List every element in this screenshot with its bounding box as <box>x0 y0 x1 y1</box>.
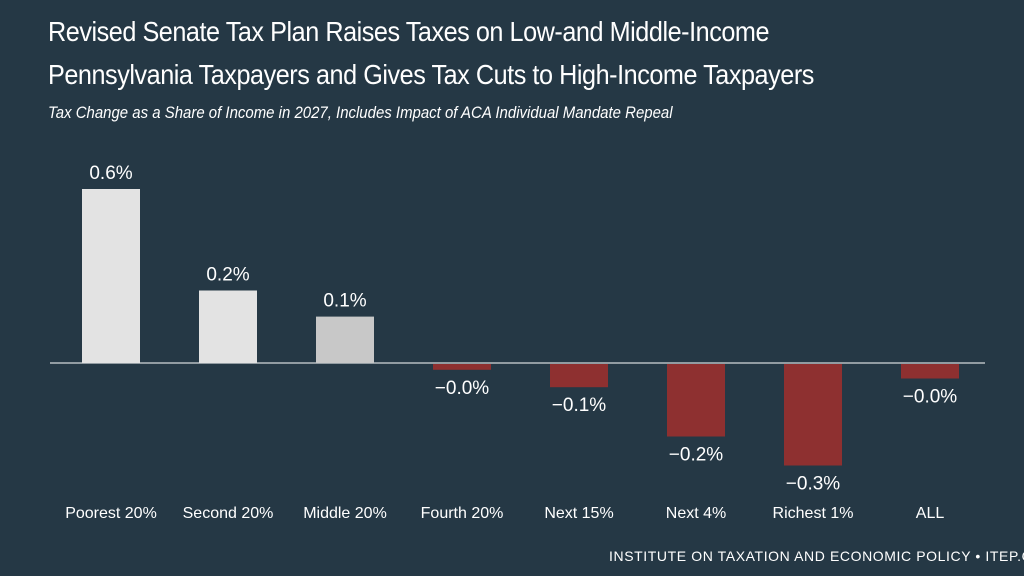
bar-value-label-7: −0.0% <box>903 387 958 408</box>
chart-title: Revised Senate Tax Plan Raises Taxes on … <box>48 10 894 96</box>
chart-subtitle: Tax Change as a Share of Income in 2027,… <box>48 103 673 122</box>
chart-title-line-1: Revised Senate Tax Plan Raises Taxes on … <box>48 16 770 47</box>
footer-credit: INSTITUTE ON TAXATION AND ECONOMIC POLIC… <box>609 548 1024 564</box>
bar-0 <box>82 189 140 363</box>
bar-value-label-0: 0.6% <box>89 163 132 184</box>
bar-value-label-1: 0.2% <box>206 265 249 286</box>
bar-5 <box>667 364 725 437</box>
bar-4 <box>550 364 608 388</box>
bar-value-label-3: −0.0% <box>435 378 490 399</box>
bar-value-label-2: 0.1% <box>323 291 366 312</box>
bar-7 <box>901 364 959 379</box>
category-label-6: Richest 1% <box>773 505 854 522</box>
category-label-2: Middle 20% <box>303 505 387 522</box>
bar-6 <box>784 364 842 466</box>
category-label-1: Second 20% <box>183 505 274 522</box>
bar-3 <box>433 364 491 370</box>
bar-2 <box>316 316 374 363</box>
bar-1 <box>199 290 257 363</box>
category-label-0: Poorest 20% <box>65 505 157 522</box>
bar-value-label-5: −0.2% <box>669 445 724 466</box>
chart-title-line-2: Pennsylvania Taxpayers and Gives Tax Cut… <box>48 59 814 90</box>
category-label-7: ALL <box>916 505 945 522</box>
category-label-3: Fourth 20% <box>421 505 504 522</box>
category-label-4: Next 15% <box>544 505 613 522</box>
bar-value-label-6: −0.3% <box>786 474 841 495</box>
category-label-5: Next 4% <box>666 505 726 522</box>
bar-value-label-4: −0.1% <box>552 395 607 416</box>
